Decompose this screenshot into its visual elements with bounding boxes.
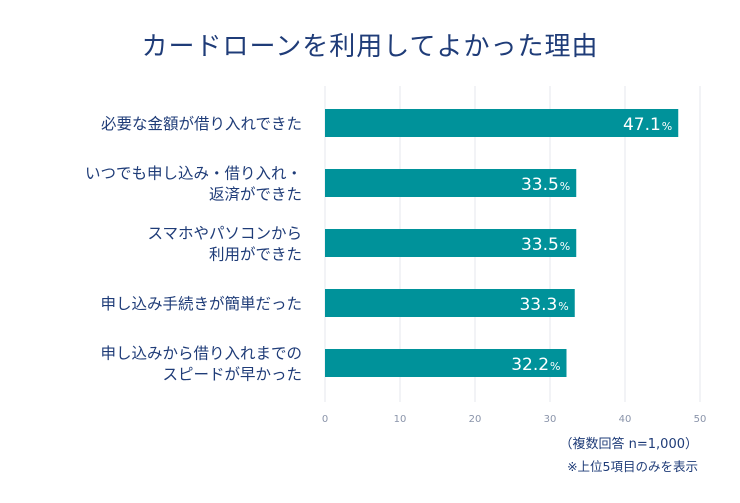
category-label: 必要な金額が借り入れできた xyxy=(101,115,302,133)
bar-value-label: 33.3% xyxy=(519,295,568,315)
category-label: いつでも申し込み・借り入れ・ xyxy=(85,165,302,183)
bar xyxy=(325,109,679,137)
bar-value-unit: % xyxy=(558,300,568,313)
x-tick-label: 30 xyxy=(544,414,557,425)
x-tick-label: 40 xyxy=(619,414,632,425)
bar-value-number: 33.5 xyxy=(521,235,559,255)
category-label: 申し込みから借り入れまでの xyxy=(100,345,302,363)
bar-value-label: 33.5% xyxy=(521,235,570,255)
bar-value-label: 33.5% xyxy=(521,175,570,195)
category-label: 利用ができた xyxy=(209,246,302,264)
bar-value-number: 33.5 xyxy=(521,175,559,195)
bar-value-unit: % xyxy=(560,240,570,253)
bar-value-unit: % xyxy=(662,120,672,133)
chart-title: カードローンを利用してよかった理由 xyxy=(141,32,599,62)
bar-value-number: 32.2 xyxy=(511,355,549,375)
bar-value-label: 47.1% xyxy=(623,115,672,135)
bar xyxy=(325,169,577,197)
bar-value-unit: % xyxy=(550,360,560,373)
bar xyxy=(325,289,575,317)
x-tick-label: 0 xyxy=(322,414,328,425)
x-tick-label: 20 xyxy=(469,414,482,425)
category-label: スピードが早かった xyxy=(162,366,302,384)
bar xyxy=(325,229,577,257)
top5-note: ※上位5項目のみを表示 xyxy=(567,459,698,474)
category-label: スマホやパソコンから xyxy=(147,225,302,243)
bar-value-label: 32.2% xyxy=(511,355,560,375)
bar-value-number: 47.1 xyxy=(623,115,661,135)
x-tick-label: 50 xyxy=(694,414,707,425)
category-label: 申し込み手続きが簡単だった xyxy=(100,295,302,313)
bar xyxy=(325,349,567,377)
respondents-note: （複数回答 n=1,000） xyxy=(559,437,698,452)
x-tick-label: 10 xyxy=(394,414,407,425)
bar-value-unit: % xyxy=(560,180,570,193)
category-label: 返済ができた xyxy=(209,186,302,204)
bar-value-number: 33.3 xyxy=(519,295,557,315)
